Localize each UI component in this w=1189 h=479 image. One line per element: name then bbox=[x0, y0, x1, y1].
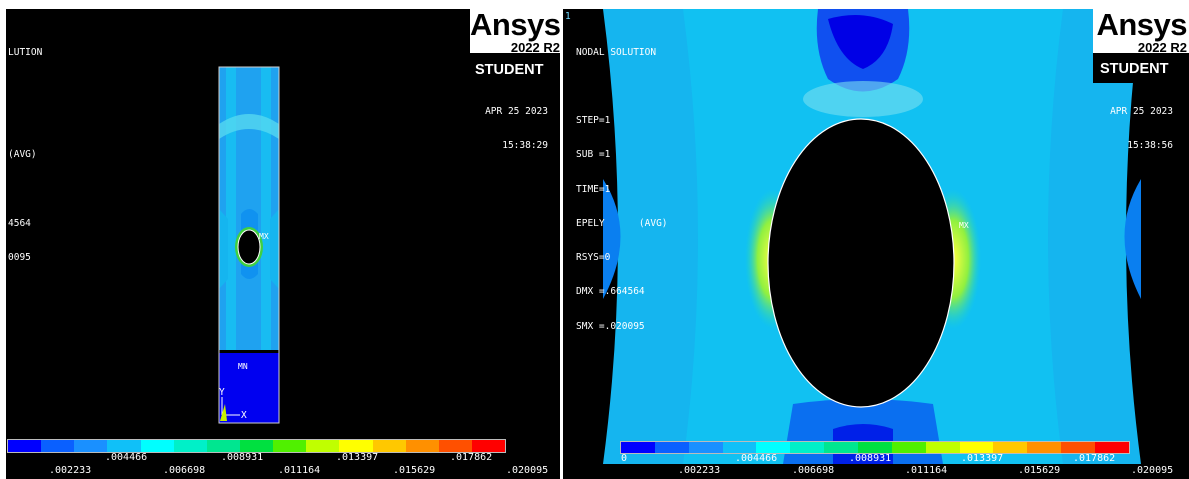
left-axis-y: Y bbox=[219, 387, 225, 398]
legend-swatch-0 bbox=[621, 442, 655, 453]
left-legend-label: .015629 bbox=[393, 465, 436, 476]
legend-swatch-8 bbox=[891, 442, 926, 453]
left-contour-plot bbox=[218, 66, 280, 424]
legend-swatch-6 bbox=[824, 442, 859, 453]
legend-swatch-1 bbox=[654, 442, 689, 453]
left-mn-marker: MN bbox=[238, 362, 248, 371]
right-legend-label: .011164 bbox=[905, 465, 948, 476]
right-legend-label: .020095 bbox=[1131, 465, 1174, 476]
legend-swatch-1 bbox=[41, 440, 75, 452]
legend-swatch-9 bbox=[925, 442, 960, 453]
legend-swatch-11 bbox=[372, 440, 406, 452]
legend-swatch-12 bbox=[405, 440, 439, 452]
legend-swatch-14 bbox=[1095, 442, 1129, 453]
legend-swatch-3 bbox=[722, 442, 757, 453]
left-axis-x: X bbox=[241, 410, 247, 421]
legend-swatch-13 bbox=[438, 440, 472, 452]
student-label: STUDENT bbox=[475, 62, 544, 78]
right-viewport[interactable]: 1 NODAL SOLUTION STEP=1 SUB =1 TIME=1 EP… bbox=[563, 9, 1189, 479]
legend-swatch-5 bbox=[790, 442, 825, 453]
legend-swatch-2 bbox=[74, 440, 108, 452]
right-legend-label: 0 bbox=[621, 453, 628, 464]
legend-swatch-0 bbox=[8, 440, 42, 452]
legend-swatch-3 bbox=[107, 440, 141, 452]
left-legend-label: .017862 bbox=[450, 452, 493, 463]
right-color-legend bbox=[620, 441, 1130, 454]
left-color-legend bbox=[7, 439, 506, 453]
hole bbox=[237, 229, 261, 265]
legend-swatch-10 bbox=[339, 440, 373, 452]
right-legend-label: .017862 bbox=[1073, 453, 1116, 464]
legend-swatch-4 bbox=[140, 440, 174, 452]
legend-swatch-7 bbox=[858, 442, 892, 453]
student-label: STUDENT bbox=[1100, 61, 1169, 77]
ansys-logo: Ansys 2022 R2 bbox=[470, 9, 560, 55]
left-mx-marker: MX bbox=[259, 232, 269, 241]
hole bbox=[767, 118, 955, 408]
left-header-text: LUTION (AVG) 4564 0095 bbox=[8, 46, 43, 264]
legend-swatch-6 bbox=[206, 440, 240, 452]
right-legend-label: .002233 bbox=[678, 465, 721, 476]
left-legend-label: .008931 bbox=[221, 452, 264, 463]
legend-swatch-10 bbox=[959, 442, 994, 453]
right-contour-plot bbox=[603, 9, 1141, 464]
legend-swatch-14 bbox=[471, 440, 506, 452]
left-legend-label: .002233 bbox=[49, 465, 92, 476]
right-legend-label: .015629 bbox=[1018, 465, 1061, 476]
left-timestamp: APR 25 2023 15:38:29 bbox=[485, 105, 548, 152]
right-mx-marker: MX bbox=[959, 221, 969, 230]
right-legend-label: .004466 bbox=[735, 453, 778, 464]
legend-swatch-9 bbox=[306, 440, 340, 452]
legend-swatch-13 bbox=[1061, 442, 1096, 453]
ansys-logo: Ansys 2022 R2 bbox=[1093, 9, 1189, 55]
left-legend-label: .013397 bbox=[336, 452, 379, 463]
legend-swatch-11 bbox=[993, 442, 1028, 453]
legend-swatch-12 bbox=[1027, 442, 1062, 453]
right-legend-label: .006698 bbox=[792, 465, 835, 476]
left-viewport[interactable]: LUTION (AVG) 4564 0095 Ansys 2022 R2 STU… bbox=[6, 9, 560, 479]
legend-swatch-7 bbox=[239, 440, 274, 452]
left-legend-label: .004466 bbox=[105, 452, 148, 463]
legend-swatch-2 bbox=[688, 442, 723, 453]
right-header-text: NODAL SOLUTION STEP=1 SUB =1 TIME=1 EPEL… bbox=[576, 46, 668, 332]
left-legend-label: .011164 bbox=[278, 465, 321, 476]
right-timestamp: APR 25 2023 15:38:56 bbox=[1110, 105, 1173, 152]
clamp-block bbox=[219, 353, 279, 423]
left-legend-label: .006698 bbox=[163, 465, 206, 476]
right-legend-label: .013397 bbox=[961, 453, 1004, 464]
legend-swatch-8 bbox=[273, 440, 307, 452]
legend-swatch-4 bbox=[756, 442, 791, 453]
right-legend-label: .008931 bbox=[849, 453, 892, 464]
legend-swatch-5 bbox=[173, 440, 207, 452]
left-legend-label: .020095 bbox=[506, 465, 549, 476]
window-number: 1 bbox=[565, 11, 571, 22]
